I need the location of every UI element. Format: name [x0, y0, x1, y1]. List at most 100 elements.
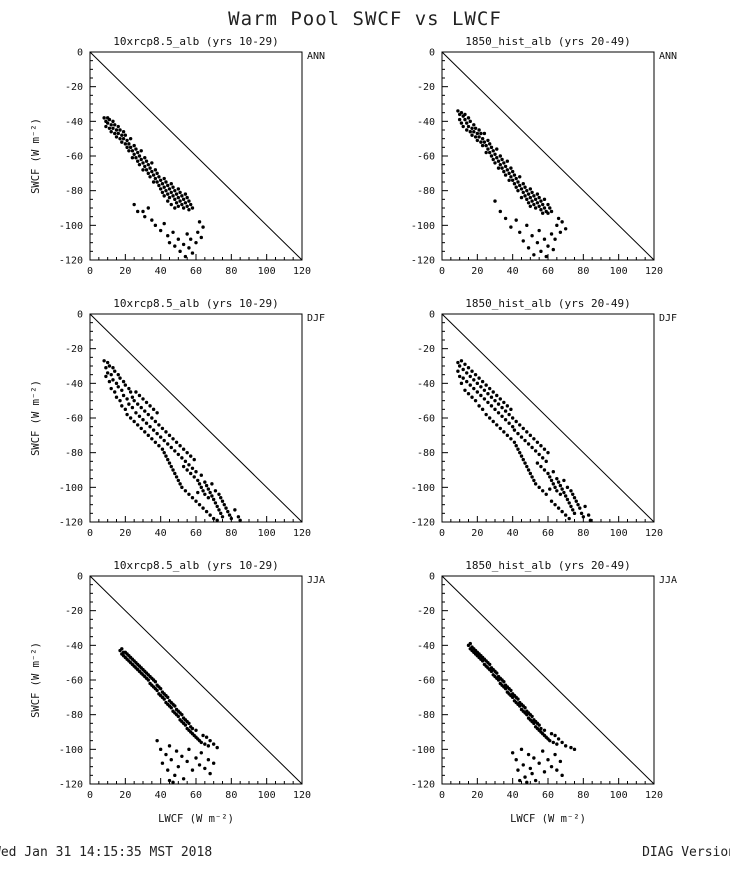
- x-axis-ticks: 0 20 40 60 80 100 120: [439, 778, 663, 801]
- x-tick-label: 40: [155, 790, 167, 801]
- panel-title: 10xrcp8.5_alb (yrs 10-29): [113, 297, 279, 310]
- x-tick-label: 100: [610, 528, 628, 539]
- ref-line: [89, 51, 303, 261]
- scatter-chart-svg: 0 20 40 60 80 100 120 0 -20 -40 -60 -80 -100 -120 1850…: [411, 297, 677, 539]
- x-tick-label: 120: [645, 528, 663, 539]
- points-layer: [102, 116, 205, 259]
- x-tick-label: 60: [190, 528, 202, 539]
- x-axis-label: LWCF (W m⁻²): [510, 813, 586, 825]
- y-tick-label: 0: [77, 48, 83, 59]
- x-tick-label: 120: [645, 266, 663, 277]
- ref-line: [89, 313, 303, 523]
- panels-grid: 0 20 40 60 80 100 120 0 -20 -40 -60 -80 -100 -120 10xr…: [0, 32, 730, 836]
- points-layer: [456, 109, 568, 259]
- x-tick-label: 80: [225, 266, 237, 277]
- x-tick-label: 20: [119, 528, 131, 539]
- scatter-chart-svg: 0 20 40 60 80 100 120 0 -20 -40 -60 -80 -100 -120 1850…: [411, 559, 677, 825]
- x-tick-label: 60: [542, 790, 554, 801]
- y-axis-ticks: 0 -20 -40 -60 -80 -100 -120: [59, 48, 96, 267]
- panel-title: 10xrcp8.5_alb (yrs 10-29): [113, 559, 279, 572]
- points-layer: [102, 359, 242, 522]
- x-tick-label: 100: [610, 790, 628, 801]
- y-tick-label: -60: [65, 676, 83, 687]
- season-label: ANN: [307, 51, 325, 62]
- x-tick-label: 0: [439, 790, 445, 801]
- x-tick-label: 80: [577, 266, 589, 277]
- x-tick-label: 0: [439, 266, 445, 277]
- x-tick-label: 80: [577, 790, 589, 801]
- panel-10xrcp85-djf: 0 20 40 60 80 100 120 0 -20 -40 -60 -80 -100 -120 10xr…: [26, 294, 352, 548]
- y-tick-label: -120: [411, 518, 435, 529]
- y-tick-label: -80: [417, 710, 435, 721]
- y-axis-label: SWCF (W m⁻²): [30, 380, 42, 456]
- x-tick-label: 0: [87, 528, 93, 539]
- x-tick-label: 0: [87, 266, 93, 277]
- season-label: JJA: [307, 575, 325, 586]
- x-tick-label: 80: [577, 528, 589, 539]
- panel-10xrcp85-jja: 0 20 40 60 80 100 120 0 -20 -40 -60 -80 -100 -120 10xr…: [26, 556, 352, 836]
- x-tick-label: 20: [471, 528, 483, 539]
- y-tick-label: 0: [429, 48, 435, 59]
- x-axis-ticks: 0 20 40 60 80 100 120: [87, 516, 311, 539]
- y-tick-label: -120: [411, 256, 435, 267]
- points-layer: [456, 359, 593, 522]
- panel-1850-hist-ann: 0 20 40 60 80 100 120 0 -20 -40 -60 -80 -100 -120 1850…: [378, 32, 704, 286]
- x-tick-label: 0: [87, 790, 93, 801]
- panel-1850-hist-jja: 0 20 40 60 80 100 120 0 -20 -40 -60 -80 -100 -120 1850…: [378, 556, 704, 836]
- y-tick-label: -100: [411, 221, 435, 232]
- y-tick-label: -100: [59, 221, 83, 232]
- y-tick-label: -40: [65, 117, 83, 128]
- y-axis-label: SWCF (W m⁻²): [30, 118, 42, 194]
- y-axis-ticks: 0 -20 -40 -60 -80 -100 -120: [411, 48, 448, 267]
- x-tick-label: 60: [190, 790, 202, 801]
- x-tick-label: 120: [293, 528, 311, 539]
- panel-title: 1850_hist_alb (yrs 20-49): [465, 35, 631, 48]
- y-tick-label: -60: [65, 152, 83, 163]
- points-layer: [466, 641, 577, 784]
- x-tick-label: 60: [190, 266, 202, 277]
- x-tick-label: 80: [225, 790, 237, 801]
- y-tick-label: 0: [77, 310, 83, 321]
- y-tick-label: -80: [65, 186, 83, 197]
- x-tick-label: 100: [258, 528, 276, 539]
- panel-title: 10xrcp8.5_alb (yrs 10-29): [113, 35, 279, 48]
- y-tick-label: -60: [65, 414, 83, 425]
- y-tick-label: -40: [417, 117, 435, 128]
- y-tick-label: -100: [411, 483, 435, 494]
- y-axis-label: SWCF (W m⁻²): [30, 642, 42, 718]
- y-tick-label: 0: [429, 310, 435, 321]
- x-tick-label: 40: [155, 266, 167, 277]
- x-axis-ticks: 0 20 40 60 80 100 120: [87, 778, 311, 801]
- x-tick-label: 120: [293, 266, 311, 277]
- y-tick-label: -20: [65, 606, 83, 617]
- x-tick-label: 40: [155, 528, 167, 539]
- panel-title: 1850_hist_alb (yrs 20-49): [465, 559, 631, 572]
- x-tick-label: 60: [542, 266, 554, 277]
- x-tick-label: 40: [507, 528, 519, 539]
- scatter-chart-svg: 0 20 40 60 80 100 120 0 -20 -40 -60 -80 -100 -120 1850…: [411, 35, 677, 277]
- y-tick-label: -40: [417, 379, 435, 390]
- y-tick-label: -120: [59, 256, 83, 267]
- y-tick-label: -20: [65, 82, 83, 93]
- panel-title: 1850_hist_alb (yrs 20-49): [465, 297, 631, 310]
- y-tick-label: -20: [417, 344, 435, 355]
- panel-10xrcp85-ann: 0 20 40 60 80 100 120 0 -20 -40 -60 -80 -100 -120 10xr…: [26, 32, 352, 286]
- y-tick-label: -100: [59, 483, 83, 494]
- season-label: ANN: [659, 51, 677, 62]
- x-tick-label: 100: [258, 790, 276, 801]
- y-tick-label: -80: [65, 710, 83, 721]
- ref-line: [89, 575, 303, 785]
- y-tick-label: 0: [429, 572, 435, 583]
- x-tick-label: 100: [258, 266, 276, 277]
- x-tick-label: 60: [542, 528, 554, 539]
- season-label: JJA: [659, 575, 677, 586]
- x-tick-label: 20: [471, 266, 483, 277]
- x-tick-label: 80: [225, 528, 237, 539]
- y-axis-ticks: 0 -20 -40 -60 -80 -100 -120: [411, 572, 448, 791]
- y-tick-label: -40: [65, 641, 83, 652]
- x-tick-label: 40: [507, 790, 519, 801]
- y-tick-label: -100: [59, 745, 83, 756]
- x-tick-label: 20: [119, 266, 131, 277]
- x-tick-label: 20: [471, 790, 483, 801]
- timestamp: Wed Jan 31 14:15:35 MST 2018: [0, 845, 213, 860]
